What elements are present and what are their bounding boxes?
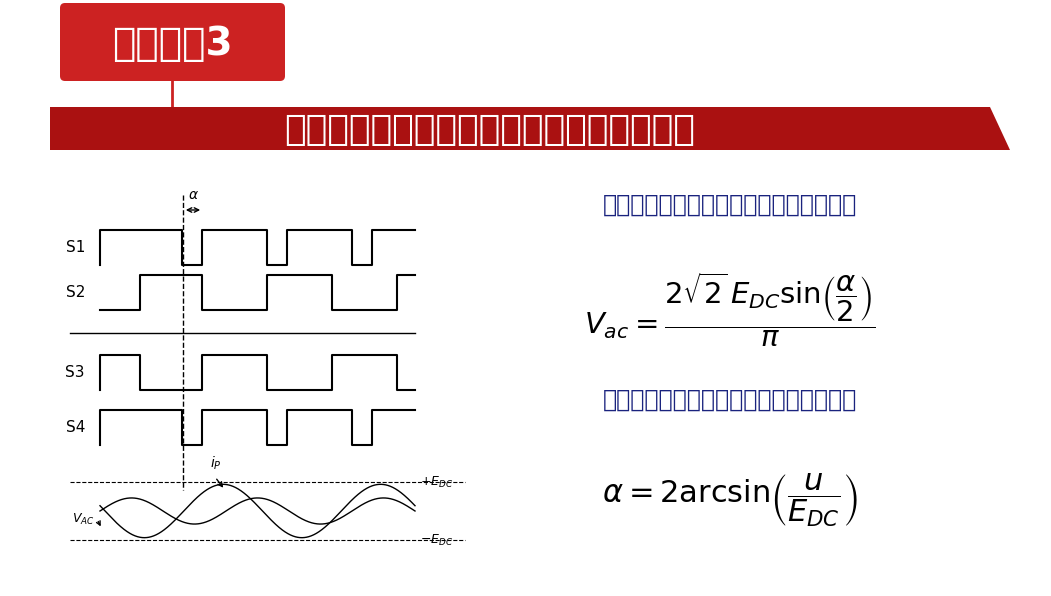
- Text: 逆变器输出电压与输入直流电压等效关系: 逆变器输出电压与输入直流电压等效关系: [603, 388, 858, 412]
- Text: $-E_{DC}$: $-E_{DC}$: [420, 532, 453, 548]
- Text: $\alpha = 2\arcsin\!\left(\dfrac{u}{E_{DC}}\right)$: $\alpha = 2\arcsin\!\left(\dfrac{u}{E_{D…: [602, 471, 858, 529]
- Text: S4: S4: [65, 420, 85, 435]
- Text: $i_P$: $i_P$: [210, 455, 222, 472]
- Text: $\alpha$: $\alpha$: [187, 188, 199, 202]
- Text: $V_{AC}$: $V_{AC}$: [73, 511, 95, 526]
- Polygon shape: [50, 107, 1010, 150]
- FancyBboxPatch shape: [60, 3, 285, 81]
- Text: 逆变器输出电压与输入直流电压等效关系: 逆变器输出电压与输入直流电压等效关系: [603, 193, 858, 217]
- Text: 研究方向3: 研究方向3: [111, 25, 232, 63]
- Text: $V_{ac} = \dfrac{2\sqrt{2}\,E_{DC}\sin\!\left(\dfrac{\alpha}{2}\right)}{\pi}$: $V_{ac} = \dfrac{2\sqrt{2}\,E_{DC}\sin\!…: [584, 271, 875, 349]
- Text: $+E_{DC}$: $+E_{DC}$: [420, 474, 453, 489]
- Text: S1: S1: [65, 240, 85, 255]
- Text: S2: S2: [65, 285, 85, 300]
- Text: 基于虚拟变换器的多目标高效鲁棒优化控制: 基于虚拟变换器的多目标高效鲁棒优化控制: [285, 113, 696, 147]
- Text: S3: S3: [65, 365, 85, 380]
